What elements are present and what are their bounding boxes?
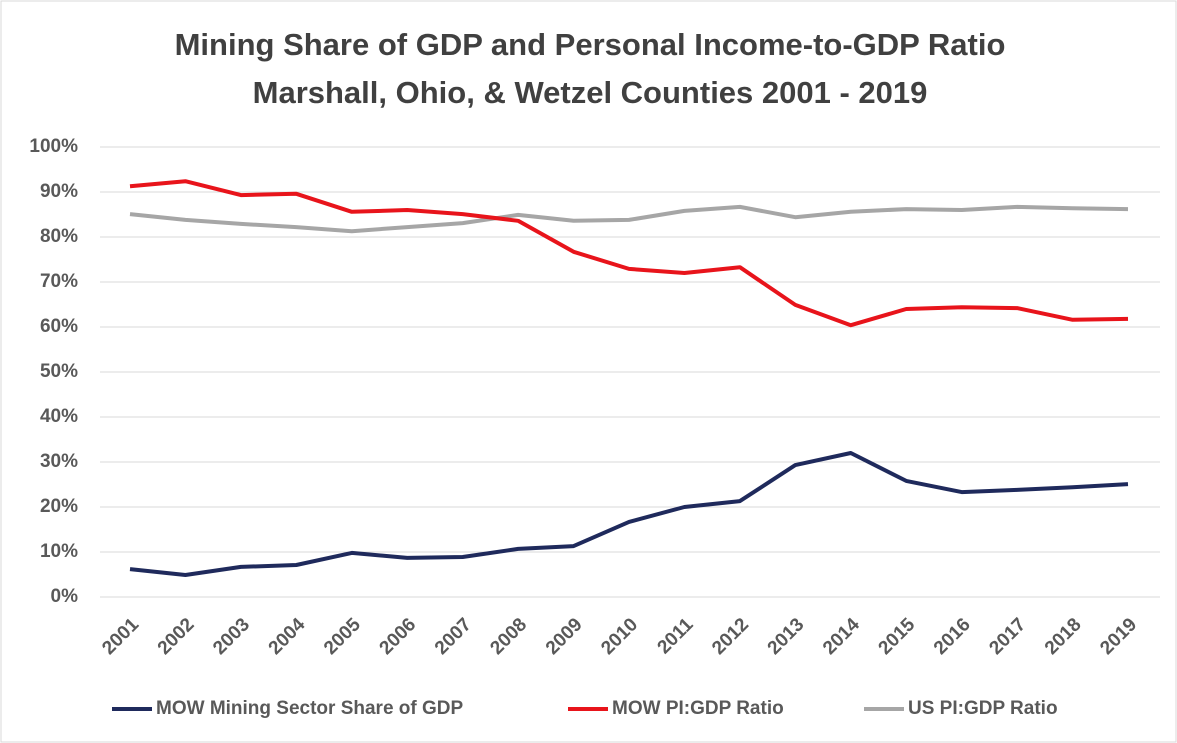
y-tick-label: 50% xyxy=(40,361,78,382)
y-tick-label: 100% xyxy=(29,136,78,157)
y-tick-label: 70% xyxy=(40,271,78,292)
legend-label: MOW PI:GDP Ratio xyxy=(612,698,784,719)
y-tick-label: 60% xyxy=(40,316,78,337)
y-tick-label: 0% xyxy=(51,586,79,607)
series-line xyxy=(129,451,1129,577)
y-tick-label: 30% xyxy=(40,451,78,472)
y-tick-label: 40% xyxy=(40,406,78,427)
y-tick-label: 20% xyxy=(40,496,78,517)
y-tick-label: 90% xyxy=(40,181,78,202)
series-line xyxy=(129,179,1129,328)
legend-label: MOW Mining Sector Share of GDP xyxy=(156,698,464,719)
y-tick-label: 80% xyxy=(40,226,78,247)
chart-title: Mining Share of GDP and Personal Income-… xyxy=(175,27,1006,62)
legend-label: US PI:GDP Ratio xyxy=(908,698,1058,719)
chart-subtitle: Marshall, Ohio, & Wetzel Counties 2001 -… xyxy=(253,75,928,110)
y-tick-label: 10% xyxy=(40,541,78,562)
series-line xyxy=(129,204,1129,234)
